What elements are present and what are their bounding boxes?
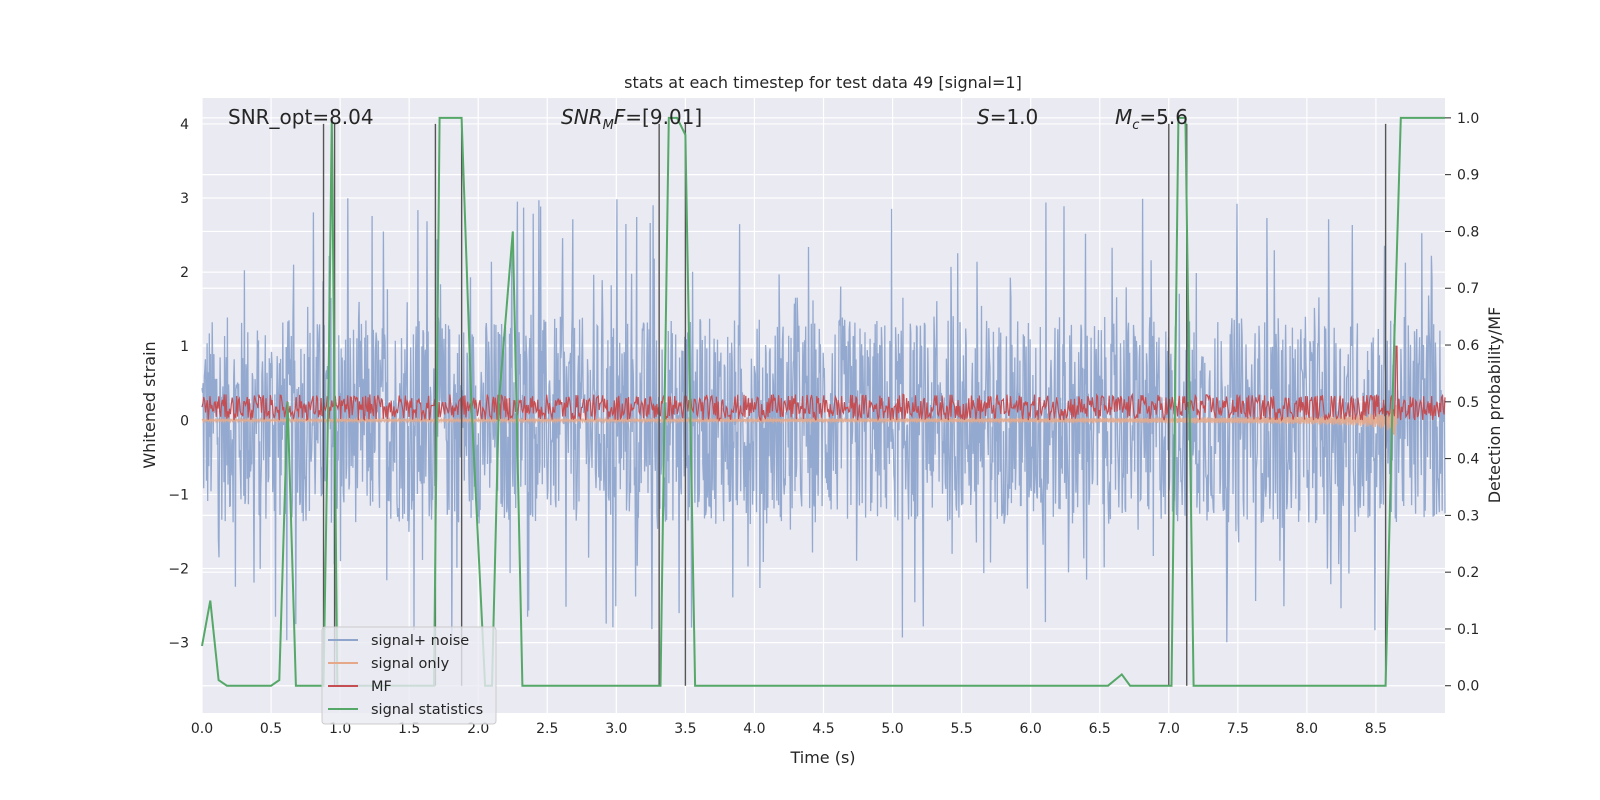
x-tick-label: 5.5: [950, 721, 972, 737]
x-axis-label: Time (s): [789, 748, 855, 767]
y2-tick-label: 0.3: [1457, 508, 1479, 524]
x-tick-label: 3.0: [605, 721, 627, 737]
signal-only-line: [201, 404, 1398, 436]
y-tick-label: 2: [180, 265, 189, 281]
y-tick-label: 1: [180, 339, 189, 355]
legend-box: [321, 626, 497, 725]
x-tick-label: 5.0: [881, 721, 903, 737]
annotation-mc-subscript: c: [1132, 118, 1139, 133]
y2-tick-labels: 0.0 0.1 0.2 0.3 0.4 0.5 0.6 0.7 0.8 0.9 1.0: [1445, 111, 1479, 695]
legend: signal+ noise signal only MF signal stat…: [321, 626, 497, 725]
x-tick-label: 0.5: [260, 721, 282, 737]
y-tick-label: −3: [168, 636, 189, 652]
y-tick-label: −1: [168, 487, 189, 503]
annotation-snr-mf-subscript: M: [603, 118, 614, 133]
x-tick-label: 1.0: [329, 721, 351, 737]
annotation-snr-mf-value: =[9.01]: [625, 105, 702, 129]
annotation-snr-mf-symbol: SNR: [561, 105, 603, 129]
x-tick-label: 1.5: [398, 721, 420, 737]
y2-tick-label: 0.0: [1457, 679, 1479, 695]
y2-tick-label: 0.1: [1457, 622, 1479, 638]
y-tick-labels: −3 −2 −1 0 1 2 3 4: [168, 117, 189, 652]
y2-tick-label: 0.5: [1457, 395, 1479, 411]
x-tick-label: 6.5: [1089, 721, 1111, 737]
annotation-s: S=1.0: [977, 105, 1038, 129]
x-tick-label: 8.0: [1296, 721, 1318, 737]
y-tick-label: 3: [180, 191, 189, 207]
x-tick-labels: 0.0 0.5 1.0 1.5 2.0 2.5 3.0 3.5 4.0 4.5 5.0 5.5 6.0 6…: [191, 721, 1387, 737]
y2-tick-label: 1.0: [1457, 111, 1479, 127]
annotation-snr-opt: SNR_opt=8.04: [228, 105, 374, 129]
y2-tick-label: 0.6: [1457, 338, 1479, 354]
annotation-mc-value: =5.6: [1139, 105, 1188, 129]
y-tick-label: −2: [168, 562, 189, 578]
mf-line: [201, 345, 1446, 423]
x-tick-label: 4.0: [743, 721, 765, 737]
annotation-mc-symbol: M: [1115, 105, 1132, 129]
signal-statistics-series: [201, 116, 1445, 687]
y-tick-label: 4: [180, 117, 189, 133]
x-tick-label: 2.5: [536, 721, 558, 737]
y2-tick-label: 0.2: [1457, 565, 1479, 581]
legend-label-signal-noise: signal+ noise: [371, 633, 469, 649]
x-tick-label: 8.5: [1365, 721, 1387, 737]
legend-label-signal-only: signal only: [371, 656, 450, 672]
annotation-s-symbol: S: [977, 105, 990, 129]
signal-statistics-line: [201, 116, 1445, 687]
signal-noise-line: [201, 198, 1446, 643]
x-tick-label: 3.5: [674, 721, 696, 737]
x-tick-label: 7.0: [1158, 721, 1180, 737]
signal-noise-series: [201, 198, 1446, 643]
x-tick-label: 7.5: [1227, 721, 1249, 737]
y2-tick-label: 0.4: [1457, 452, 1479, 468]
y-tick-label: 0: [180, 413, 189, 429]
annotation-snr-mf: SNRMF=[9.01]: [561, 105, 702, 133]
x-tick-label: 0.0: [191, 721, 213, 737]
y2-axis-label: Detection probability/MF: [1485, 307, 1504, 504]
x-tick-label: 6.0: [1020, 721, 1042, 737]
y2-tick-label: 0.9: [1457, 168, 1479, 184]
y2-tick-label: 0.8: [1457, 224, 1479, 240]
y2-tick-label: 0.7: [1457, 281, 1479, 297]
x-tick-label: 2.0: [467, 721, 489, 737]
legend-label-signal-statistics: signal statistics: [371, 702, 483, 718]
x-tick-label: 4.5: [812, 721, 834, 737]
mf-series: [201, 345, 1446, 423]
signal-only-series: [201, 404, 1398, 436]
annotation-s-value: =1.0: [990, 105, 1039, 129]
legend-label-mf: MF: [371, 679, 392, 695]
annotation-mc: Mc=5.6: [1115, 105, 1188, 133]
chart-title: stats at each timestep for test data 49 …: [624, 73, 1022, 92]
annotation-snr-mf-f: F: [614, 105, 626, 129]
y-axis-label: Whitened strain: [140, 341, 159, 468]
